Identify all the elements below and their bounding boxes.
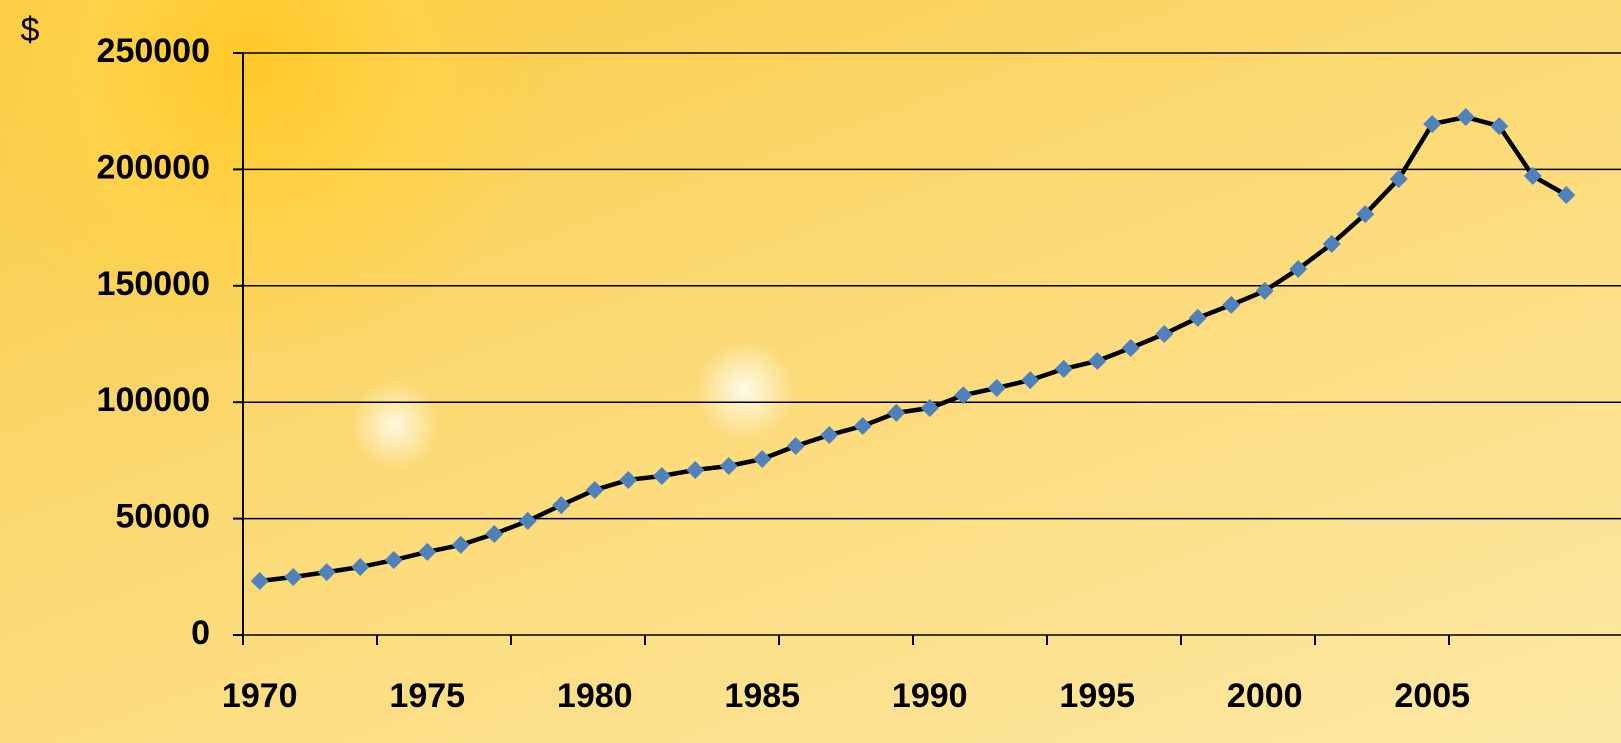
- marker: [284, 568, 303, 587]
- marker: [954, 386, 973, 405]
- marker: [619, 470, 638, 489]
- marker: [853, 416, 872, 435]
- marker: [1423, 115, 1442, 134]
- marker: [351, 558, 370, 577]
- marker: [1021, 371, 1040, 390]
- marker: [518, 511, 537, 530]
- marker: [786, 436, 805, 455]
- marker: [1456, 108, 1475, 127]
- marker: [418, 542, 437, 561]
- x-tick-label: 1975: [389, 677, 465, 715]
- marker: [652, 466, 671, 485]
- x-tick-label: 1985: [724, 677, 800, 715]
- marker: [485, 524, 504, 543]
- marker: [585, 480, 604, 499]
- marker: [1054, 359, 1073, 378]
- x-tick-label: 2005: [1394, 677, 1470, 715]
- y-tick-label: 150000: [97, 265, 210, 303]
- marker: [1289, 260, 1308, 279]
- y-tick-label: 50000: [115, 498, 210, 536]
- x-tick-label: 1990: [892, 677, 968, 715]
- marker: [1222, 295, 1241, 314]
- marker: [1389, 169, 1408, 188]
- line: [259, 114, 1568, 584]
- marker: [250, 571, 269, 590]
- marker: [719, 456, 738, 475]
- marker: [1322, 234, 1341, 253]
- x-tick-label: 1970: [222, 677, 298, 715]
- marker: [1188, 308, 1207, 327]
- marker: [1356, 205, 1375, 224]
- marker: [317, 563, 336, 582]
- marker: [451, 535, 470, 554]
- y-tick-label: 0: [191, 614, 210, 652]
- marker: [1155, 324, 1174, 343]
- marker: [384, 551, 403, 570]
- x-tick-label: 1995: [1059, 677, 1135, 715]
- marker: [1523, 166, 1542, 185]
- y-tick-label: 250000: [97, 32, 210, 70]
- marker: [686, 460, 705, 479]
- y-tick-label: 200000: [97, 148, 210, 186]
- marker: [887, 403, 906, 422]
- y-axis-label: $: [21, 11, 40, 49]
- marker: [1255, 281, 1274, 300]
- marker: [1121, 338, 1140, 357]
- marker: [1557, 186, 1576, 205]
- marker: [753, 450, 772, 469]
- marker: [552, 496, 571, 515]
- marker: [1490, 117, 1509, 136]
- x-tick-label: 1980: [557, 677, 633, 715]
- marker: [987, 378, 1006, 397]
- marker: [1088, 351, 1107, 370]
- marker: [820, 426, 839, 445]
- x-tick-label: 2000: [1227, 677, 1303, 715]
- marker: [920, 399, 939, 418]
- y-tick-label: 100000: [97, 381, 210, 419]
